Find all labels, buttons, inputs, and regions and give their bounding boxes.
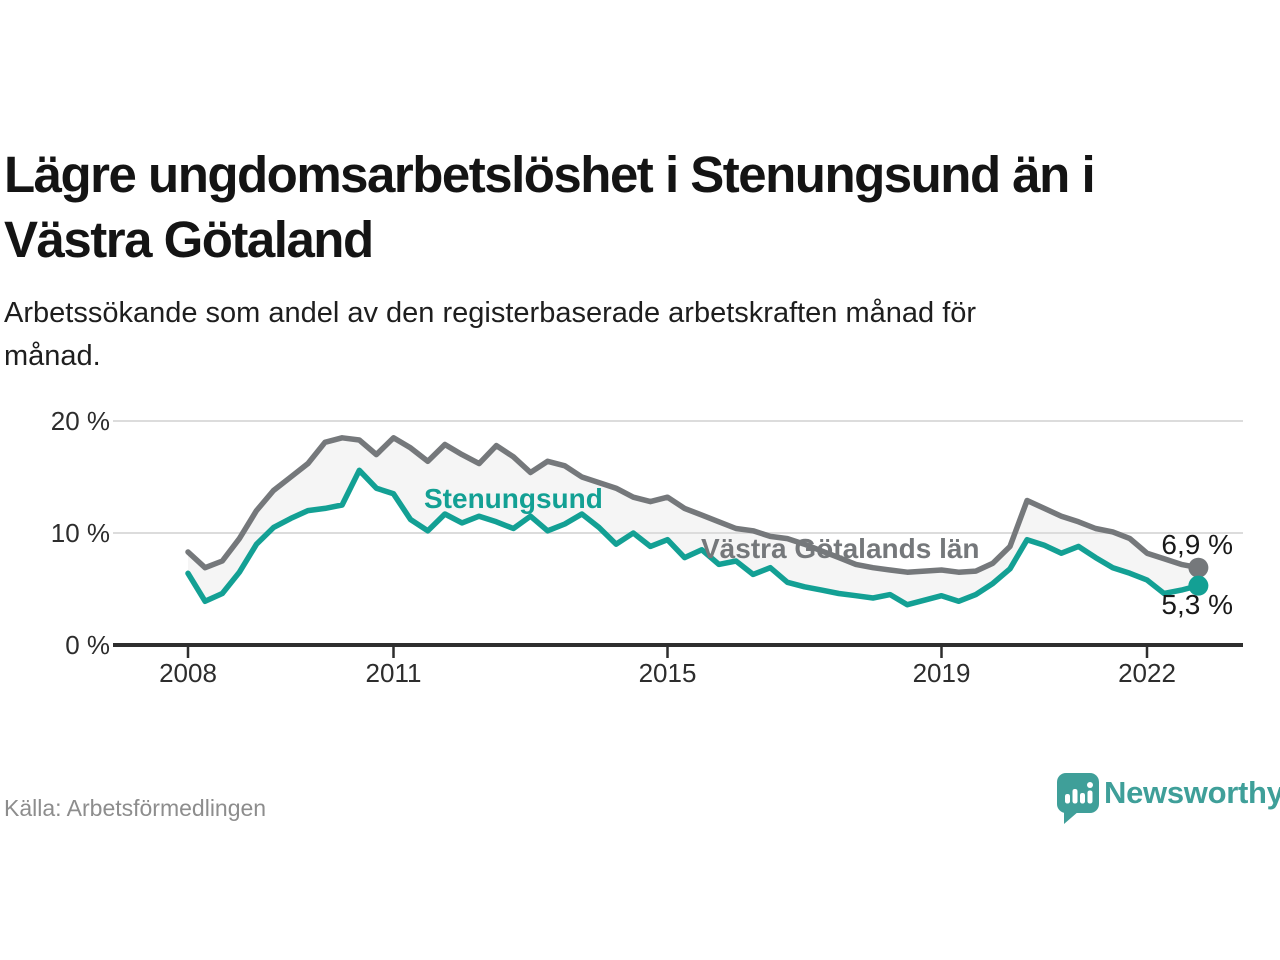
- page-subtitle-line2: månad.: [4, 340, 101, 372]
- end-dot-vastra-gotaland: [1188, 557, 1209, 578]
- page-title: Lägre ungdomsarbetslöshet i Stenungsund …: [4, 142, 1214, 272]
- x-axis-label-2011: 2011: [365, 658, 422, 688]
- band-fill: [188, 437, 1199, 605]
- page-subtitle: Arbetssökande som andel av den registerb…: [4, 292, 1214, 378]
- newsworthy-logo: Newsworthy: [1056, 770, 1280, 826]
- series-label-stenungsund: Stenungsund: [424, 483, 603, 514]
- end-dot-stenungsund: [1188, 575, 1209, 596]
- y-axis-label-0: 0 %: [65, 630, 110, 660]
- end-value-label-stenungsund: 5,3 %: [1161, 588, 1233, 620]
- x-axis-ticks: [186, 647, 1149, 658]
- x-axis-label-2022: 2022: [1118, 658, 1176, 688]
- source-attribution: Källa: Arbetsförmedlingen: [4, 795, 267, 821]
- page-subtitle-line1: Arbetssökande som andel av den registerb…: [4, 297, 977, 329]
- y-axis-label-10: 10 %: [50, 518, 110, 548]
- x-axis-label-2015: 2015: [638, 658, 697, 688]
- x-axis-label-2008: 2008: [159, 658, 217, 688]
- page-title-line2: Västra Götaland: [4, 211, 374, 268]
- line-vastra-gotaland: [185, 435, 1202, 575]
- end-value-label-vastra-gotaland: 6,9 %: [1161, 528, 1233, 560]
- line-stenungsund: [185, 467, 1202, 608]
- x-axis-label-2019: 2019: [912, 658, 971, 688]
- newsworthy-wordmark: Newsworthy: [1104, 775, 1280, 810]
- speech-bubble-bar-chart-icon: [1057, 773, 1099, 824]
- series-label-vastra-gotaland: Västra Götalands län: [701, 533, 980, 564]
- page-title-line1: Lägre ungdomsarbetslöshet i Stenungsund …: [4, 146, 1096, 203]
- y-axis-label-20: 20 %: [50, 406, 110, 436]
